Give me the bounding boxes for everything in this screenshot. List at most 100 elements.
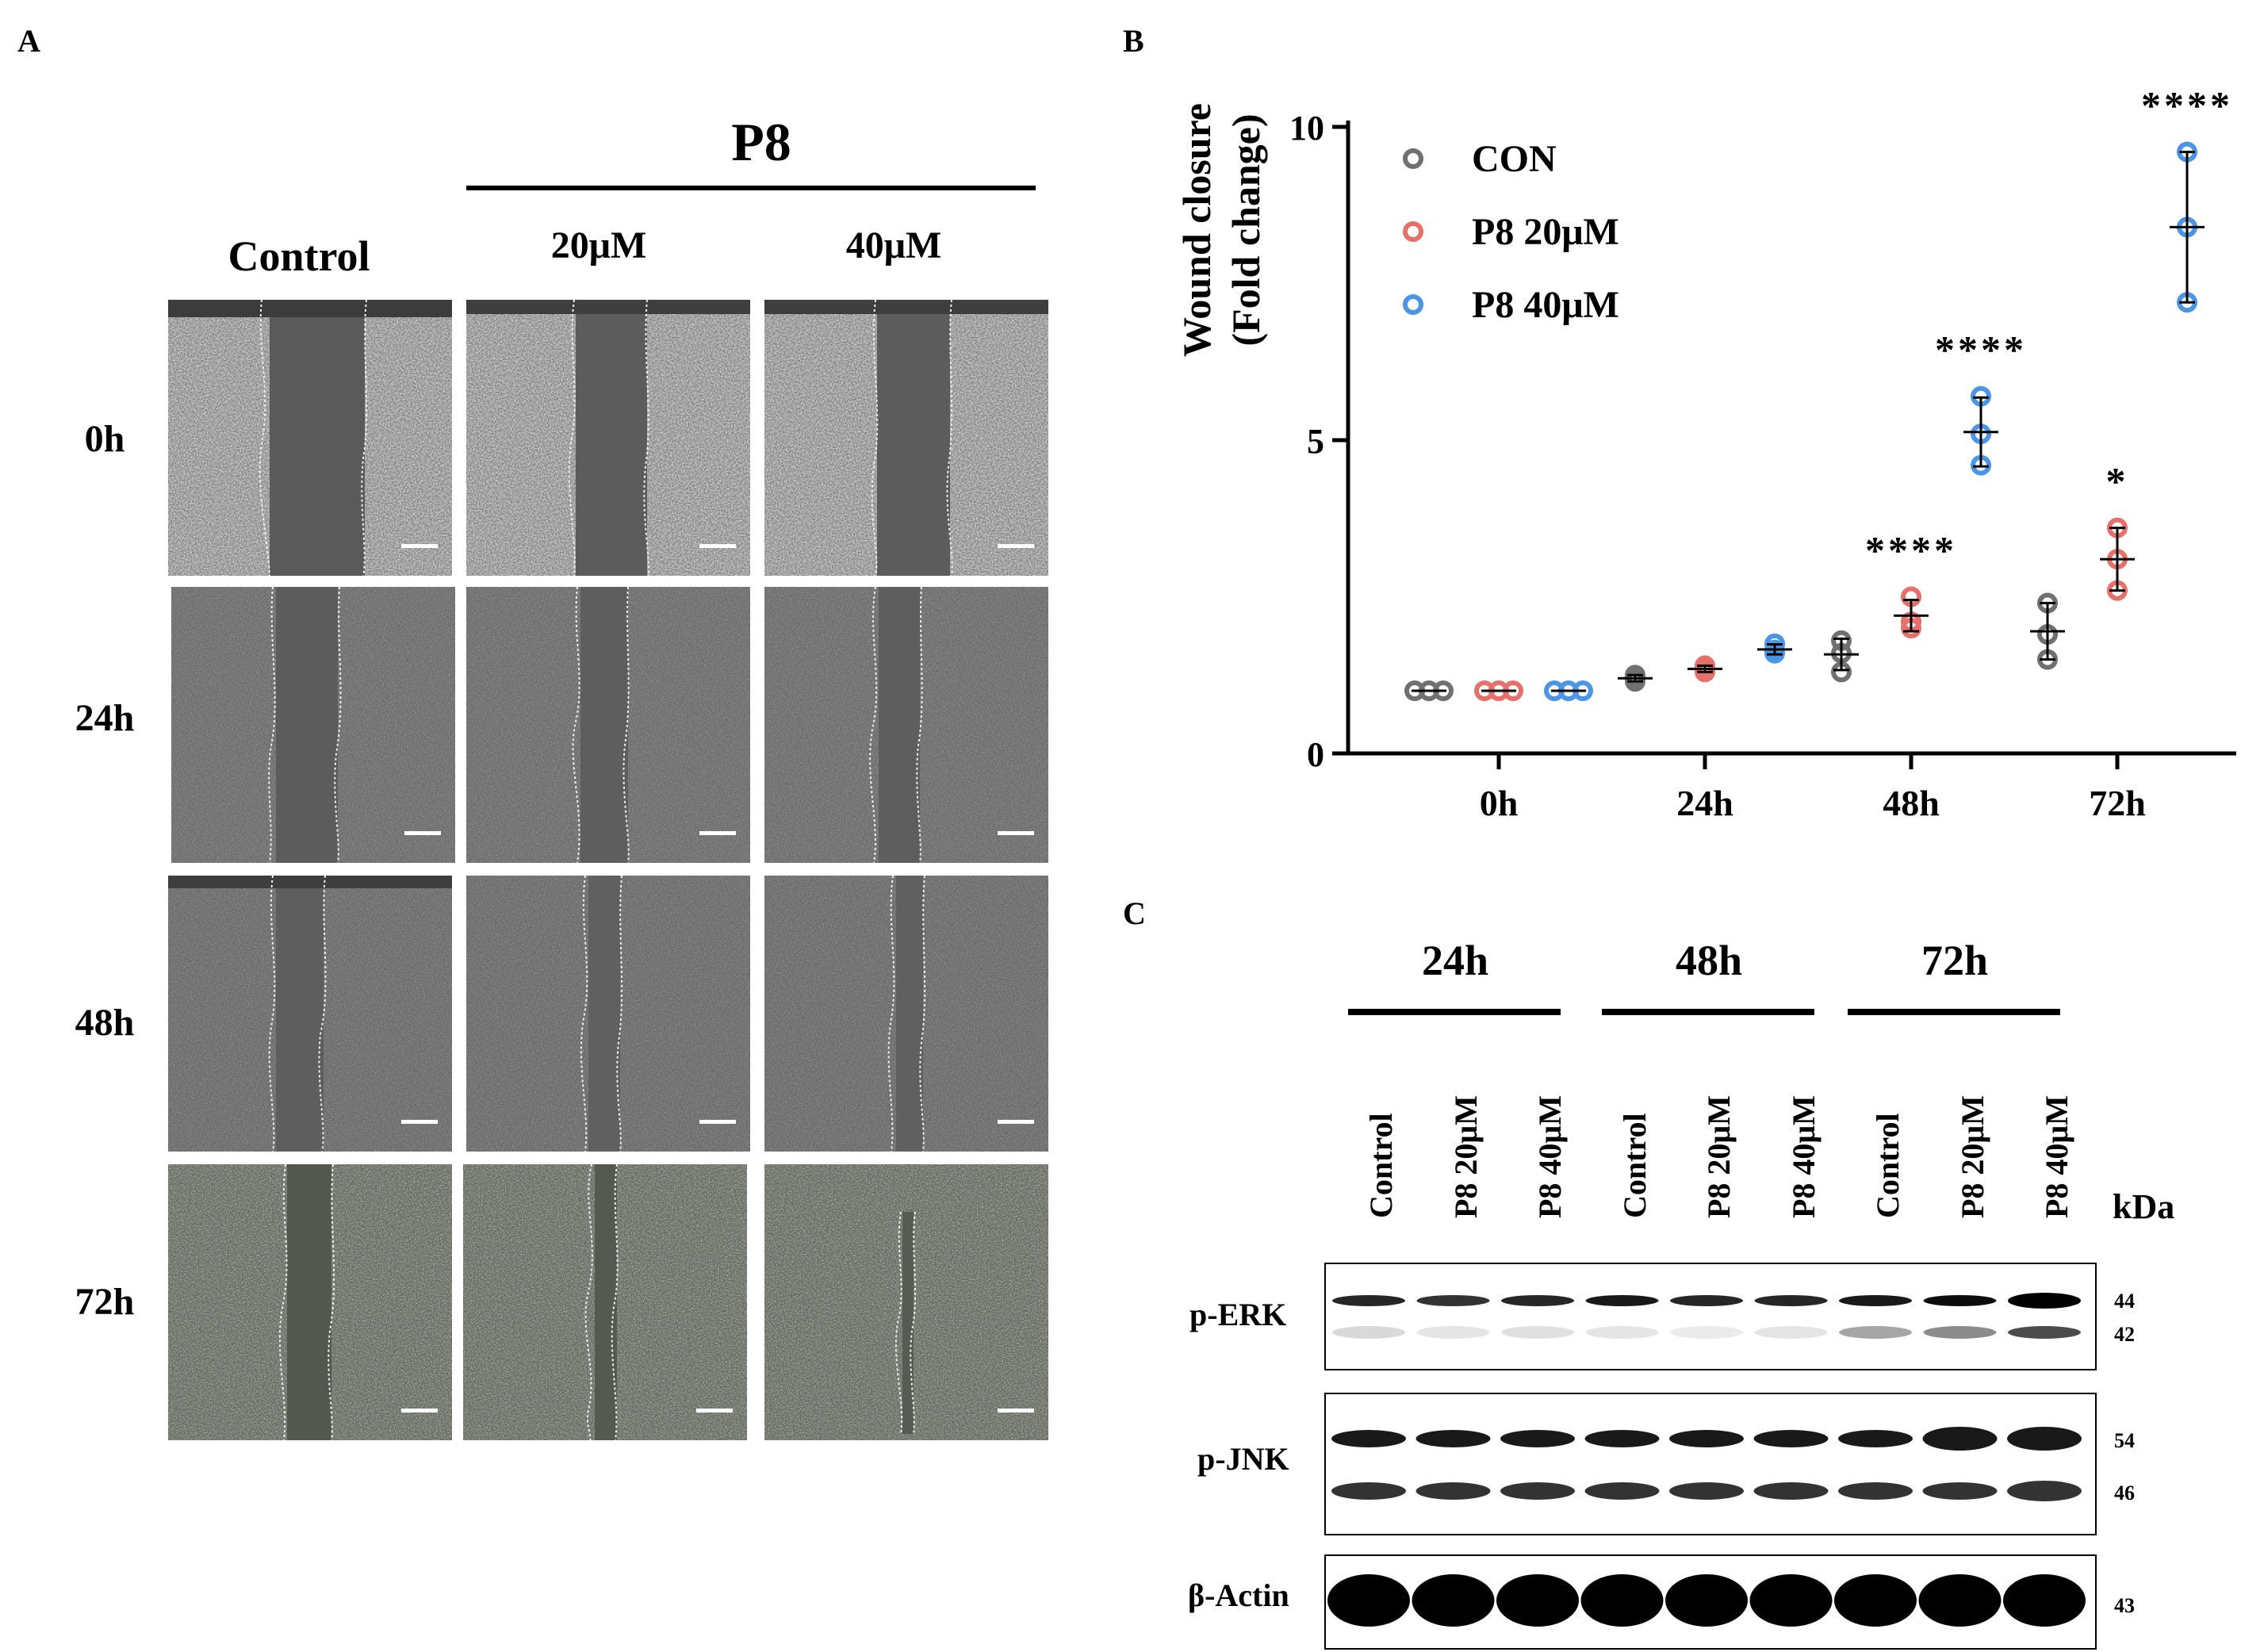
kda-title: kDa bbox=[2113, 1187, 2175, 1226]
x-tick-label-24h: 24h bbox=[1676, 783, 1733, 823]
legend-marker-2 bbox=[1403, 294, 1423, 315]
chart-y-axis-label: Wound closure (Fold change) bbox=[1172, 32, 1275, 428]
micrograph-48h-20um bbox=[466, 876, 750, 1152]
panel-a-letter: A bbox=[17, 23, 40, 59]
blot-band bbox=[1332, 1326, 1405, 1339]
significance-mark: **** bbox=[2141, 83, 2233, 128]
row-label-48h: 48h bbox=[75, 1002, 135, 1044]
blot-band bbox=[1496, 1574, 1579, 1627]
micrograph-0h-control bbox=[168, 300, 452, 576]
blot-band bbox=[1922, 1427, 1998, 1451]
blot-band bbox=[1754, 1326, 1828, 1339]
blot-bactin bbox=[1324, 1554, 2097, 1650]
lane-label-7: Control bbox=[1870, 1113, 1906, 1218]
marker-perk-44: 44 bbox=[2114, 1290, 2135, 1313]
blot-band bbox=[1332, 1295, 1405, 1306]
blot-band bbox=[1753, 1482, 1829, 1500]
legend-label-2: P8 40μM bbox=[1472, 284, 1619, 326]
legend-marker-0 bbox=[1403, 148, 1423, 169]
row-label-72h: 72h bbox=[75, 1281, 135, 1323]
blot-band bbox=[1918, 1574, 2002, 1627]
blot-band bbox=[1327, 1574, 1410, 1627]
ylabel-line1: Wound closure bbox=[1174, 103, 1219, 357]
lane-label-9: P8 40μM bbox=[2039, 1095, 2074, 1218]
x-tick-label-72h: 72h bbox=[2089, 783, 2146, 823]
blot-band bbox=[1670, 1295, 1743, 1306]
blot-band bbox=[1416, 1326, 1490, 1339]
significance-mark: **** bbox=[1865, 528, 1957, 573]
y-tick-label: 10 bbox=[1289, 109, 1324, 148]
blot-label-perk: p-ERK bbox=[1189, 1297, 1287, 1332]
panel-b-letter: B bbox=[1123, 23, 1144, 59]
blot-band bbox=[1665, 1574, 1748, 1627]
time-group-48h: 48h bbox=[1675, 937, 1743, 984]
lane-label-5: P8 20μM bbox=[1701, 1095, 1737, 1218]
lane-label-3: P8 40μM bbox=[1532, 1095, 1568, 1218]
blot-perk bbox=[1324, 1263, 2097, 1370]
blot-band bbox=[1500, 1430, 1575, 1447]
micrograph-48h-40um bbox=[764, 876, 1048, 1152]
micrograph-24h-20um bbox=[466, 587, 750, 863]
col-header-control: Control bbox=[228, 232, 370, 280]
blot-band bbox=[1585, 1295, 1659, 1306]
significance-mark: * bbox=[2106, 459, 2129, 504]
blot-band bbox=[1749, 1574, 1833, 1627]
blot-band bbox=[1753, 1430, 1829, 1447]
blot-band bbox=[1670, 1326, 1743, 1339]
blot-label-bactin: β-Actin bbox=[1188, 1577, 1289, 1613]
blot-band bbox=[1584, 1482, 1660, 1500]
micrograph-24h-control bbox=[171, 587, 455, 863]
blot-band bbox=[1501, 1295, 1574, 1306]
lane-label-8: P8 20μM bbox=[1954, 1095, 1990, 1218]
blot-band bbox=[1922, 1482, 1998, 1500]
micrograph-24h-40um bbox=[764, 587, 1048, 863]
blot-band bbox=[2007, 1427, 2082, 1451]
blot-band bbox=[1415, 1482, 1491, 1500]
blot-band bbox=[1412, 1574, 1495, 1627]
legend-marker-1 bbox=[1403, 221, 1423, 242]
blot-band bbox=[2008, 1326, 2081, 1339]
blot-band bbox=[1415, 1430, 1491, 1447]
blot-band bbox=[1669, 1430, 1744, 1447]
blot-band bbox=[1838, 1430, 1913, 1447]
micrograph-0h-40um bbox=[764, 300, 1048, 576]
marker-pjnk-46: 46 bbox=[2114, 1481, 2135, 1504]
col-header-40um: 40μM bbox=[845, 224, 942, 266]
blot-band bbox=[1923, 1326, 1997, 1339]
x-tick-label-0h: 0h bbox=[1480, 783, 1519, 823]
row-label-24h: 24h bbox=[75, 697, 135, 739]
blot-band bbox=[1331, 1482, 1406, 1500]
marker-pjnk-54: 54 bbox=[2114, 1429, 2135, 1452]
time-group-72h: 72h bbox=[1921, 937, 1989, 984]
blot-band bbox=[1754, 1295, 1828, 1306]
blot-band bbox=[1585, 1326, 1659, 1339]
micrograph-0h-20um bbox=[466, 300, 750, 576]
blot-band bbox=[1580, 1574, 1664, 1627]
micrograph-48h-control bbox=[168, 876, 452, 1152]
y-tick-label: 0 bbox=[1307, 735, 1324, 774]
blot-band bbox=[2003, 1574, 2086, 1627]
blot-band bbox=[2007, 1481, 2082, 1501]
lane-label-6: P8 40μM bbox=[1785, 1095, 1822, 1218]
micrograph-72h-control bbox=[168, 1164, 452, 1440]
marker-perk-42: 42 bbox=[2114, 1323, 2135, 1346]
time-group-bar-72h bbox=[1848, 1009, 2060, 1015]
time-group-bar-48h bbox=[1602, 1009, 1814, 1015]
col-header-20um: 20μM bbox=[550, 224, 647, 266]
lane-label-1: Control bbox=[1363, 1113, 1399, 1218]
time-group-24h: 24h bbox=[1421, 937, 1489, 984]
time-group-bar-24h bbox=[1348, 1009, 1561, 1015]
blot-band bbox=[1331, 1430, 1406, 1447]
blot-band bbox=[1923, 1295, 1997, 1306]
p8-group-bar bbox=[466, 186, 1036, 190]
blot-band bbox=[1838, 1482, 1913, 1500]
blot-band bbox=[1584, 1430, 1660, 1447]
micrograph-72h-40um bbox=[764, 1164, 1048, 1440]
micrograph-72h-20um bbox=[463, 1164, 747, 1440]
blot-band bbox=[1839, 1326, 1912, 1339]
significance-mark: **** bbox=[1935, 328, 2027, 372]
blot-band bbox=[2008, 1293, 2081, 1309]
legend-label-1: P8 20μM bbox=[1472, 211, 1619, 253]
marker-bactin-43: 43 bbox=[2114, 1594, 2135, 1617]
